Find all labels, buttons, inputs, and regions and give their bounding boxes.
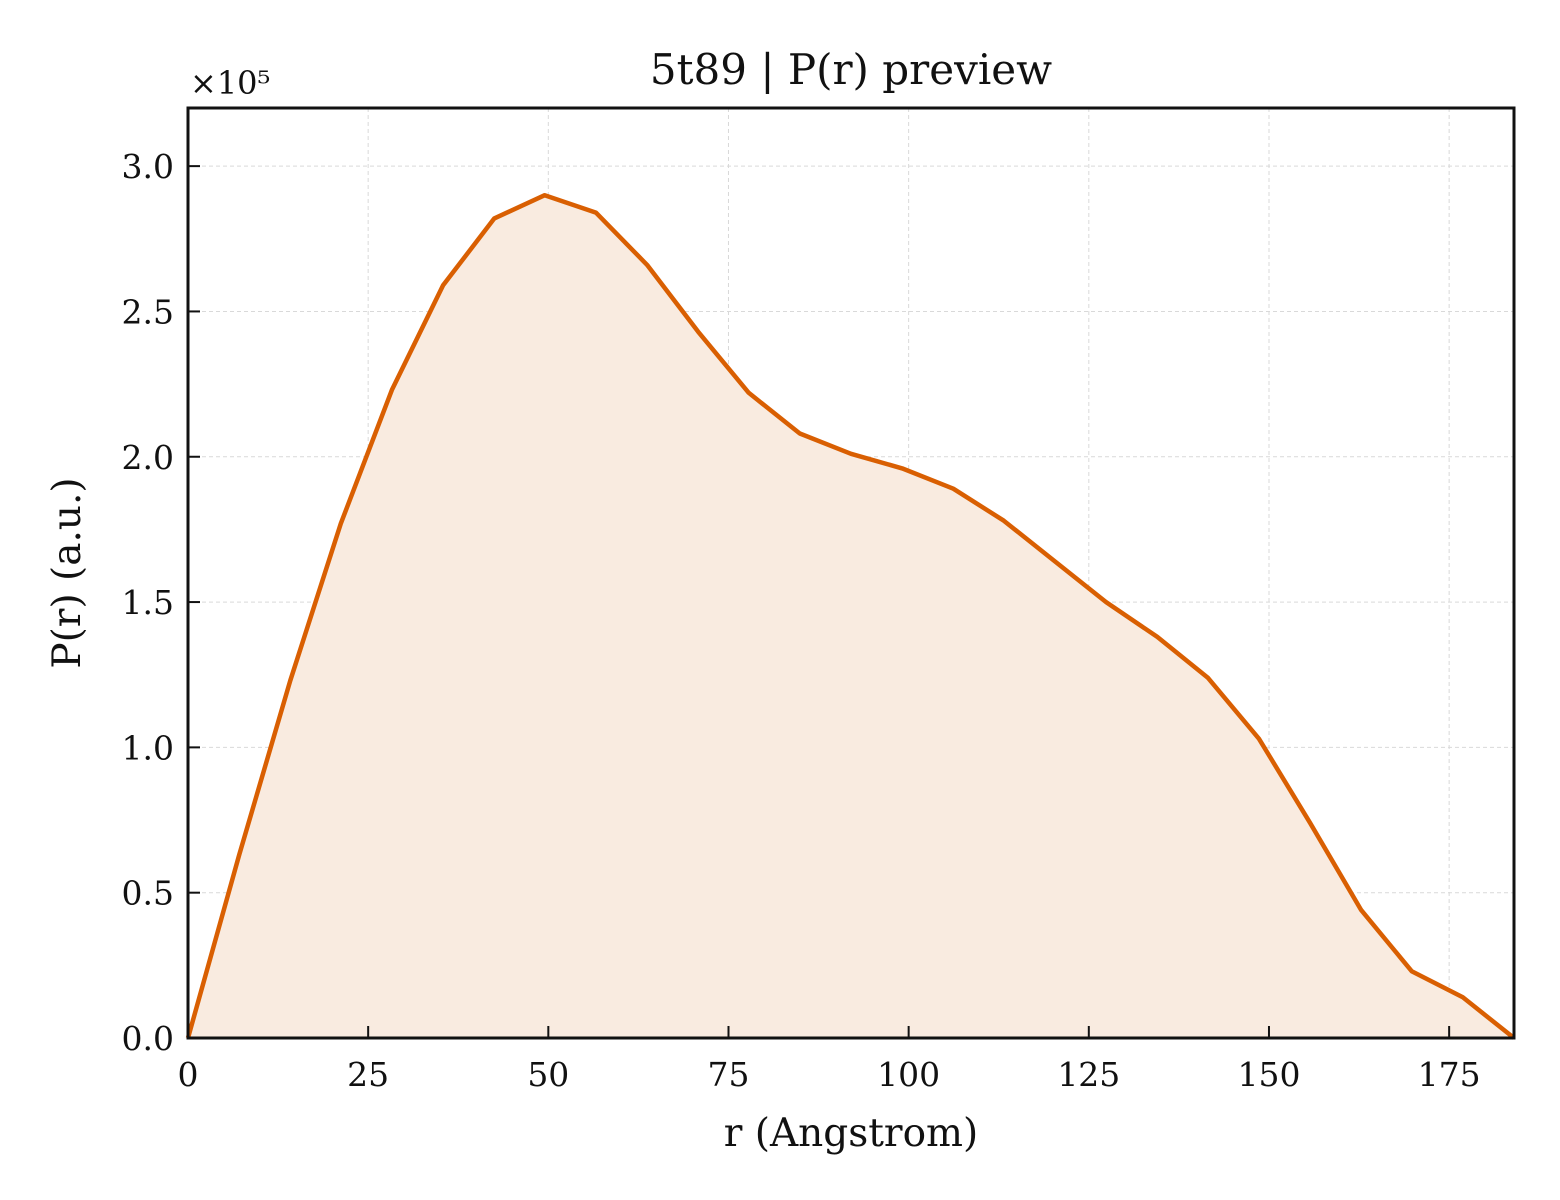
y-tick-label: 3.0 [122,147,174,186]
x-tick-label: 125 [1057,1055,1120,1094]
x-tick-label: 75 [707,1055,749,1094]
y-tick-label: 0.0 [122,1019,174,1058]
pr-area-fill [188,195,1514,1038]
x-tick-label: 50 [527,1055,569,1094]
y-tick-label: 1.5 [122,583,174,622]
axis-ticks: 0 25 50 75 100 125 150 175 0.0 0.5 1.0 1.5 2.0 2.5 3.0 [122,147,1481,1094]
x-tick-label: 175 [1418,1055,1481,1094]
y-tick-label: 1.0 [122,728,174,767]
y-tick-label: 2.5 [122,292,174,331]
y-axis-label: P(r) (a.u.) [45,477,90,668]
x-tick-label: 0 [178,1055,199,1094]
x-tick-label: 150 [1237,1055,1300,1094]
y-tick-label: 2.0 [122,438,174,477]
plot-frame [186,106,1516,1040]
x-tick-label: 25 [347,1055,389,1094]
x-tick-label: 100 [877,1055,940,1094]
y-scale-multiplier: ×10⁵ [190,64,270,102]
y-tick-label: 0.5 [122,874,174,913]
pr-series-line [185,192,1516,1040]
chart-title: 5t89 | P(r) preview [650,45,1052,94]
x-axis-label: r (Angstrom) [724,1111,979,1156]
